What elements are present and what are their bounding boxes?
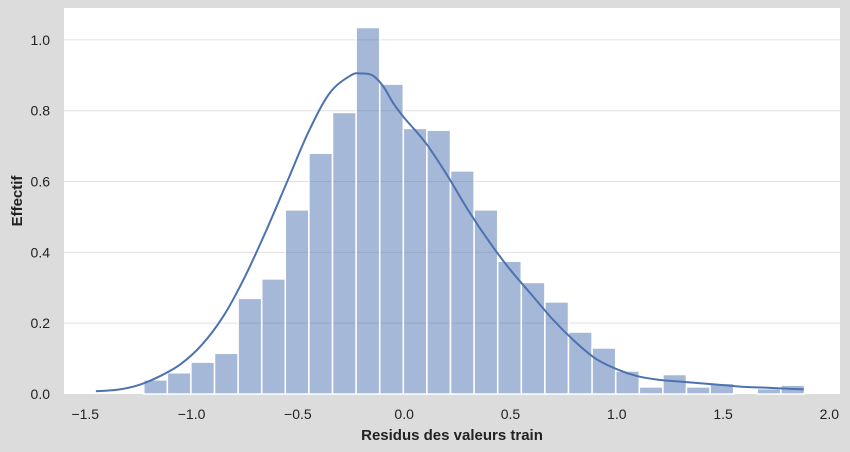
histogram-bar <box>308 152 334 395</box>
y-tick-label: 1.0 <box>31 32 51 48</box>
histogram-bar <box>520 281 546 395</box>
y-tick-label: 0.8 <box>31 103 51 119</box>
x-tick-label: 2.0 <box>820 406 840 422</box>
x-tick-label: 1.5 <box>713 406 733 422</box>
y-tick-label: 0.6 <box>31 174 51 190</box>
x-tick-label: 1.0 <box>607 406 627 422</box>
histogram-bar <box>213 352 239 395</box>
histogram-bar <box>496 260 523 395</box>
x-tick-label: 0.0 <box>394 406 414 422</box>
histogram-bar <box>378 83 405 395</box>
kde-curve <box>95 72 804 393</box>
histogram-bar <box>355 26 381 395</box>
x-tick-label: 0.5 <box>501 406 521 422</box>
histogram-bar <box>709 382 735 395</box>
histogram-bar <box>331 111 357 395</box>
histogram-bar <box>190 361 216 395</box>
y-axis-ticks: 0.0 0.2 0.4 0.6 0.8 1.0 <box>31 32 51 402</box>
histogram-bar <box>614 370 641 395</box>
histogram-bar <box>449 170 475 395</box>
y-axis-label: Effectif <box>9 175 26 227</box>
x-axis-label: Residus des valeurs train <box>361 427 543 444</box>
x-tick-label: −1.0 <box>178 406 206 422</box>
y-tick-label: 0.0 <box>31 386 51 402</box>
histogram-bars <box>142 26 806 395</box>
histogram-bar <box>237 297 263 395</box>
histogram-bar <box>402 127 428 395</box>
histogram-bar <box>685 386 711 395</box>
x-tick-label: −1.5 <box>71 406 99 422</box>
histogram-bar <box>166 372 192 395</box>
histogram-bar <box>284 209 310 395</box>
histogram-bar <box>591 347 617 395</box>
histogram-bar <box>662 373 688 395</box>
x-axis-ticks: −1.5 −1.0 −0.5 0.0 0.5 1.0 1.5 2.0 <box>71 406 839 422</box>
histogram-bar <box>260 278 287 395</box>
histogram-bar <box>567 331 593 395</box>
histogram-bar <box>756 387 782 395</box>
x-tick-label: −0.5 <box>284 406 312 422</box>
y-tick-label: 0.2 <box>31 315 51 331</box>
histogram-bar <box>638 386 664 395</box>
histogram-bar <box>426 129 452 395</box>
y-tick-label: 0.4 <box>31 244 51 260</box>
